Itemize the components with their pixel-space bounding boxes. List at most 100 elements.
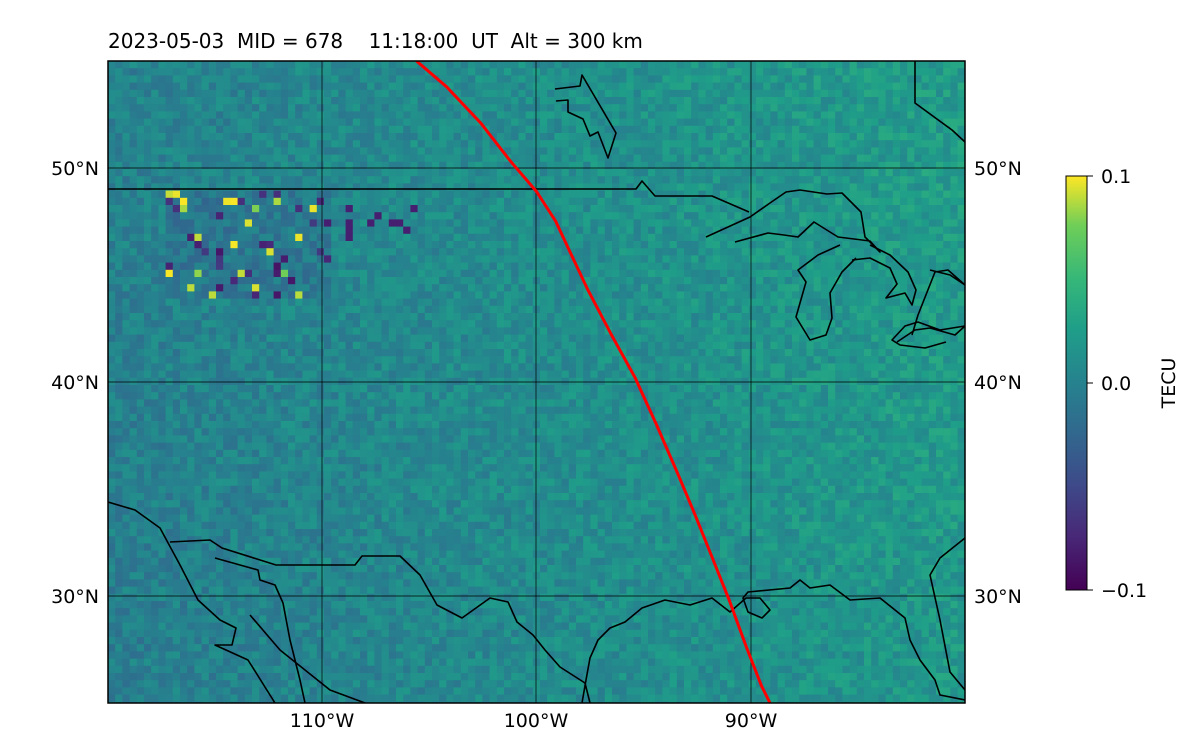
tec-cell [482, 176, 491, 184]
tec-cell [381, 111, 390, 120]
tec-cell [331, 334, 339, 343]
tec-cell [360, 197, 368, 206]
tec-cell [691, 298, 699, 307]
tec-cell [208, 147, 217, 156]
tec-cell [187, 305, 195, 314]
tec-cell [259, 205, 267, 213]
tec-cell [626, 327, 635, 336]
tec-cell [108, 284, 116, 292]
tec-cell [727, 233, 735, 242]
tec-cell [273, 277, 282, 285]
tec-cell [892, 226, 901, 235]
tec-cell [900, 197, 908, 206]
tec-cell [813, 82, 822, 91]
tec-cell [367, 298, 375, 307]
tec-cell [777, 226, 786, 235]
tec-cell [108, 219, 116, 228]
tec-cell [367, 197, 375, 206]
tec-cell [720, 341, 728, 350]
tec-cell [309, 161, 318, 170]
tec-cell [280, 147, 289, 156]
tec-cell [777, 291, 786, 300]
tec-cell [698, 248, 707, 256]
tec-cell [813, 248, 822, 256]
tec-cell [417, 219, 426, 228]
tec-cell [943, 313, 951, 321]
tec-cell [482, 241, 491, 249]
tec-cell [504, 298, 512, 307]
tec-cell [813, 183, 822, 192]
tec-cell [417, 284, 426, 292]
tec-cell [583, 262, 591, 271]
tec-cell [309, 183, 318, 192]
tec-cell [619, 313, 627, 321]
tec-cell [813, 341, 822, 350]
tec-cell [770, 169, 779, 177]
tec-cell [842, 248, 851, 256]
tec-cell [727, 291, 735, 300]
tec-cell [604, 334, 613, 343]
tec-cell [388, 291, 397, 300]
tec-cell [525, 277, 534, 285]
tec-cell [734, 255, 743, 264]
tec-cell [367, 313, 375, 321]
tec-cell [741, 183, 750, 192]
tec-cell [295, 118, 303, 127]
tec-cell [741, 219, 750, 228]
tec-cell [799, 284, 807, 292]
tec-cell [108, 147, 116, 156]
tec-cell [648, 68, 656, 76]
tec-cell [345, 176, 354, 184]
tec-cell [424, 219, 433, 228]
tec-cell [734, 320, 743, 328]
tec-cell [460, 284, 469, 292]
tec-cell [115, 147, 123, 156]
tec-cell [288, 291, 296, 300]
tec-cell [590, 61, 599, 69]
tec-cell [928, 248, 937, 256]
tec-cell [662, 212, 671, 220]
tec-cell [208, 298, 217, 307]
tec-cell [727, 140, 735, 148]
tec-cell [396, 82, 404, 91]
tec-cell [828, 212, 836, 220]
tec-cell [324, 75, 332, 84]
tec-cell [424, 320, 433, 328]
tec-cell [511, 197, 519, 206]
tec-cell [583, 183, 591, 192]
tec-cell [288, 334, 296, 343]
tec-cell [316, 104, 325, 112]
tec-cell [424, 269, 433, 278]
tec-cell [316, 241, 325, 249]
tec-cell [576, 205, 584, 213]
tec-cell [590, 190, 599, 199]
tec-cell [583, 305, 591, 314]
tec-cell [914, 68, 923, 76]
tec-cell [619, 262, 627, 271]
tec-cell [655, 298, 663, 307]
tec-cell [136, 291, 145, 300]
tec-cell [547, 305, 555, 314]
tec-cell [230, 111, 239, 120]
tec-cell [460, 75, 469, 84]
tec-cell [633, 197, 642, 206]
tec-cell [928, 68, 937, 76]
tec-cell [439, 111, 447, 120]
tec-cell [237, 226, 246, 235]
tec-cell [172, 248, 181, 256]
tec-cell [424, 298, 433, 307]
tec-cell [252, 97, 260, 105]
tec-cell [662, 241, 671, 249]
tec-cell [295, 349, 303, 357]
tec-cell [748, 298, 757, 307]
tec-cell [928, 97, 937, 105]
tec-cell [280, 248, 289, 256]
tec-cell [489, 320, 498, 328]
tec-cell [446, 190, 455, 199]
tec-cell [403, 118, 411, 127]
tec-cell [165, 68, 174, 76]
tec-cell [302, 327, 311, 336]
tec-cell [612, 248, 620, 256]
tec-cell [223, 197, 231, 206]
tec-cell [122, 320, 131, 328]
